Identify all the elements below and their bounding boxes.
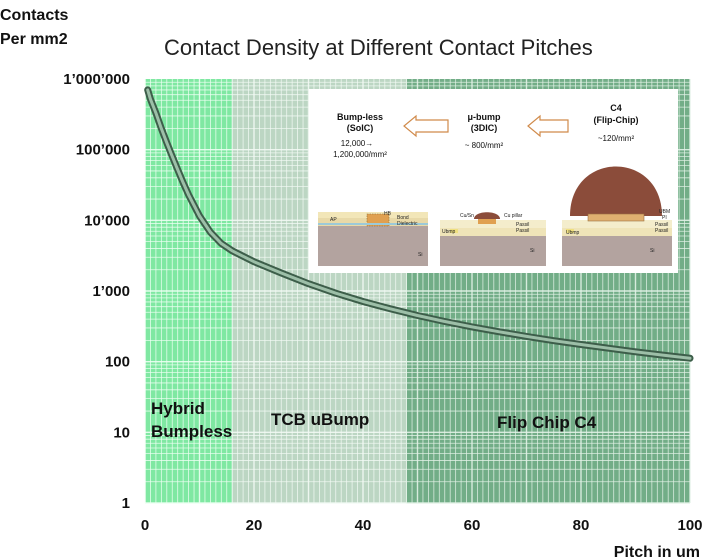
y-tick-label: 10’000 <box>84 212 130 229</box>
inset-bumpless-value1: 12,000→ <box>341 139 373 148</box>
ubump-cross-section: Cu/Sn Cu pillar Ubmp Passil Passil Si <box>440 212 546 266</box>
x-tick-label: 100 <box>677 517 702 534</box>
c4-label-ubm: UBM <box>659 209 670 215</box>
c4-label-si: Si <box>650 248 654 254</box>
bumpless-label-bond2: Dielectric <box>397 221 418 227</box>
ubump-label-pass2: Passil <box>516 228 529 234</box>
y-tick-label: 1’000 <box>92 283 130 300</box>
inset-ubump-title: μ-bump <box>468 112 502 122</box>
bumpless-label-ap: AP <box>330 217 337 223</box>
x-axis-label: Pitch in um <box>614 544 700 560</box>
density-curve-group <box>144 86 694 362</box>
arrow-left-icon <box>403 114 449 138</box>
inset-ubump-subtitle: (3DIC) <box>471 123 498 133</box>
region-label-flipchip: Flip Chip C4 <box>497 413 597 432</box>
y-tick-label: 1’000’000 <box>63 71 130 88</box>
x-tick-label: 60 <box>464 517 481 534</box>
inset-bumpless-value2: 1,200,000/mm² <box>333 150 387 159</box>
bumpless-label-hb: HB <box>384 211 392 217</box>
y-tick-label: 100 <box>105 354 130 371</box>
inset-c4-value: ~120/mm² <box>598 134 635 143</box>
x-tick-label: 0 <box>141 517 149 534</box>
x-tick-label: 20 <box>246 517 263 534</box>
inset-ubump-value: ~ 800/mm² <box>465 141 504 150</box>
y-axis-label-line1: Contacts <box>0 7 69 24</box>
region-label-hybrid-line1: Hybrid <box>151 399 205 418</box>
arrow-left-icon <box>527 114 569 138</box>
inset-bumpless-subtitle: (SoIC) <box>347 123 374 133</box>
inset-c4-title: C4 <box>610 103 622 113</box>
x-tick-label: 40 <box>355 517 372 534</box>
x-tick-labels: 0 20 40 60 80 100 <box>141 517 703 534</box>
ubump-label-cupillar: Cu pillar <box>504 213 523 219</box>
y-tick-label: 1 <box>122 495 130 512</box>
inset-c4-subtitle: (Flip-Chip) <box>594 115 639 125</box>
y-tick-labels: 1 10 100 1’000 10’000 100’000 1’000’000 <box>63 71 130 512</box>
inset-bumpless-title: Bump-less <box>337 112 383 122</box>
bumpless-label-bond: Bond <box>397 215 409 221</box>
region-label-hybrid-line2: Bumpless <box>151 422 232 441</box>
ubump-label-cusn: Cu/Sn <box>460 213 474 219</box>
c4-label-ubmp: Ubmp <box>566 230 580 236</box>
ubump-label-si: Si <box>530 248 534 254</box>
bumpless-label-si: Si <box>418 252 422 258</box>
bumpless-cross-section: AP Si Bond Dielectric HB <box>318 211 428 266</box>
region-label-tcb: TCB uBump <box>271 410 369 429</box>
c4-label-pass: Passil <box>655 222 668 228</box>
interconnect-inset: Bump-less (SoIC) 12,000→ 1,200,000/mm² μ… <box>309 89 678 273</box>
y-tick-label: 10 <box>113 424 130 441</box>
c4-label-pass2: Passil <box>655 228 668 234</box>
x-tick-label: 80 <box>573 517 590 534</box>
chart-title: Contact Density at Different Contact Pit… <box>164 35 593 60</box>
c4-label-pi: PI <box>662 215 667 221</box>
ubump-label-ubm: Ubmp <box>442 229 456 235</box>
c4-cross-section: Ubmp UBM PI Passil Passil Si <box>562 166 672 266</box>
y-tick-label: 100’000 <box>76 142 130 159</box>
y-axis-label-line2: Per mm2 <box>0 31 68 48</box>
ubump-label-pass: Passil <box>516 222 529 228</box>
